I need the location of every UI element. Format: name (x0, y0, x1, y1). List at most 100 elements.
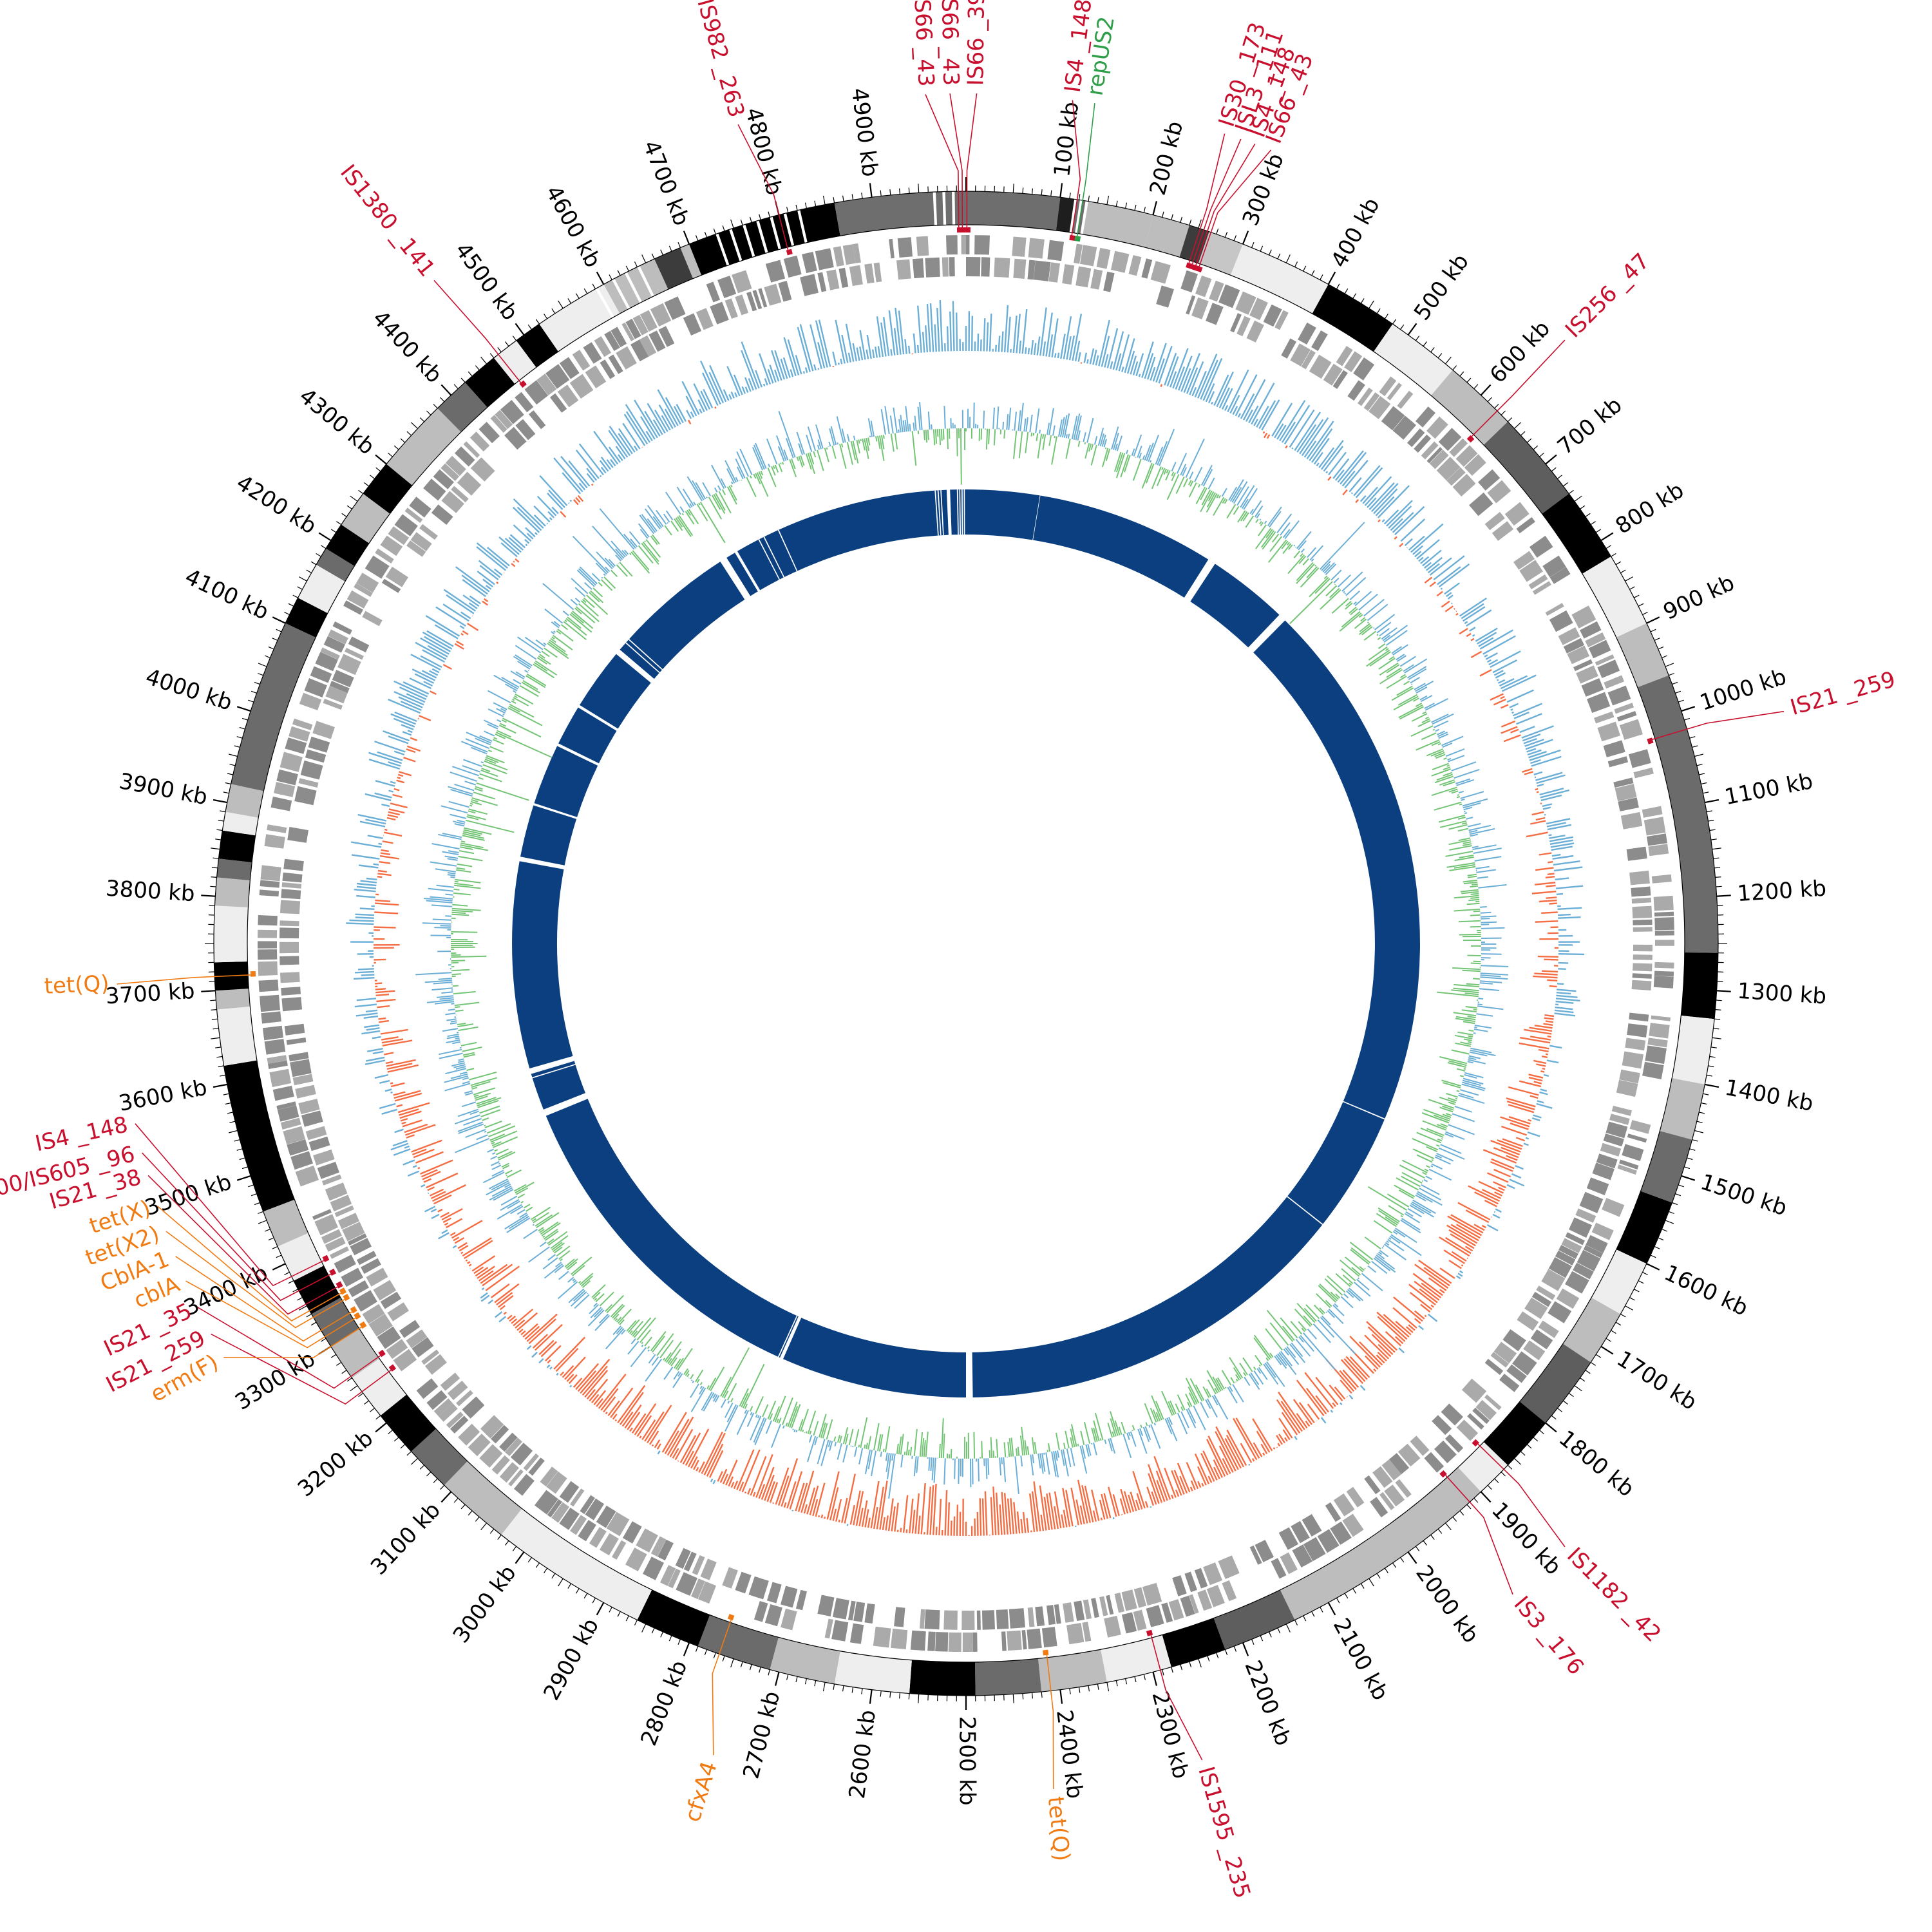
cds-block (1150, 261, 1171, 284)
cds-block (1545, 603, 1564, 616)
ideogram-band (352, 1358, 407, 1416)
scale-tick (1171, 1667, 1173, 1673)
scale-tick (768, 1669, 770, 1676)
scale-tick (364, 1400, 369, 1405)
contig-block (737, 489, 949, 591)
scale-tick (433, 404, 438, 409)
cds-block (1046, 1605, 1056, 1625)
cds-block (301, 1110, 323, 1127)
ideogram-band (225, 784, 264, 818)
cds-block (1358, 387, 1373, 406)
contig-gap-line (959, 489, 961, 535)
cds-block (724, 298, 738, 319)
cds-block (1628, 749, 1651, 768)
scale-tick (660, 249, 663, 256)
ideogram-band (975, 1658, 1042, 1696)
cds-block (535, 1490, 558, 1515)
scale-tick (318, 532, 332, 542)
tick-label-3600kb: 3600 kb (117, 1075, 209, 1117)
scale-tick (211, 867, 218, 869)
cds-block (668, 1568, 681, 1589)
cds-block (292, 1074, 314, 1086)
scale-tick (264, 655, 270, 658)
ideogram-band (214, 877, 251, 907)
scale-tick (388, 452, 393, 457)
cds-block (365, 555, 390, 579)
scale-tick (1352, 293, 1357, 299)
scale-tick (306, 569, 312, 574)
cds-block (1397, 1443, 1421, 1467)
cds-block (1642, 1061, 1664, 1079)
cds-block (500, 400, 524, 424)
ideogram-band-stripe (612, 278, 630, 310)
ideogram-band (278, 1233, 324, 1281)
cds-block (1074, 1600, 1085, 1621)
scale-tick (515, 1551, 525, 1564)
cds-block (1548, 1257, 1572, 1278)
ideogram-band (216, 858, 252, 880)
cds-block (1218, 1555, 1240, 1579)
cds-block (1452, 473, 1476, 497)
cds-block (1645, 1045, 1667, 1065)
cds-block (981, 257, 990, 277)
cds-block (660, 1565, 676, 1586)
tick-label-2500kb: 2500 kb (954, 1716, 980, 1806)
cds-block (1156, 285, 1174, 308)
ideogram-band (1144, 214, 1189, 258)
scale-tick (527, 324, 532, 330)
cds-block (1186, 295, 1196, 315)
leader-line (737, 124, 789, 251)
cds-block (891, 1628, 908, 1649)
scale-tick (722, 1656, 725, 1662)
scale-tick (242, 1166, 248, 1170)
scale-tick (1629, 586, 1635, 590)
tick-label-4500kb: 4500 kb (450, 238, 523, 325)
ideogram-band (909, 1660, 976, 1696)
cds-block (1012, 236, 1027, 257)
scale-tick (1233, 235, 1237, 241)
cds-block (292, 718, 313, 730)
ideogram-band (216, 1007, 257, 1066)
tick-label-1600kb: 1600 kb (1660, 1260, 1752, 1321)
contig-gap-line (531, 1060, 574, 1074)
cds-block (258, 980, 279, 992)
feature-mark (1472, 1439, 1480, 1447)
scale-tick (1285, 1624, 1291, 1633)
scale-tick (1059, 1689, 1063, 1704)
scale-tick (1392, 1562, 1397, 1568)
ideogram-band (1542, 493, 1611, 574)
scale-tick (1557, 475, 1562, 479)
cds-block (864, 263, 875, 284)
cds-block (281, 987, 301, 996)
cds-block (1631, 886, 1651, 897)
cds-block (1609, 1113, 1630, 1125)
scale-tick (210, 886, 216, 887)
cds-block (873, 1626, 891, 1648)
scale-tick (453, 1497, 459, 1503)
scale-tick (400, 1444, 406, 1449)
contig-gap-line (956, 489, 959, 535)
scale-tick (242, 717, 248, 721)
cds-block (748, 1576, 769, 1600)
scale-tick (683, 1642, 690, 1656)
scale-tick (1106, 195, 1110, 205)
contig-gap-line (963, 489, 965, 535)
cds-block (1597, 659, 1620, 678)
cds-block (1654, 911, 1674, 917)
cds-block (540, 1466, 558, 1487)
scale-tick (1692, 1139, 1698, 1142)
cds-block (387, 1302, 409, 1321)
contig-gap-line (777, 529, 798, 572)
scale-tick (1574, 495, 1582, 502)
cds-block (421, 1349, 440, 1365)
cds-block (1416, 406, 1435, 428)
cds-block (924, 1609, 940, 1630)
cds-block (1028, 238, 1045, 259)
scale-tick (228, 753, 238, 757)
cds-block (1009, 1608, 1025, 1629)
scale-tick (814, 200, 817, 207)
cds-block (604, 330, 620, 351)
scale-tick (218, 820, 224, 822)
cds-block (838, 267, 849, 288)
scale-tick (1162, 211, 1164, 218)
